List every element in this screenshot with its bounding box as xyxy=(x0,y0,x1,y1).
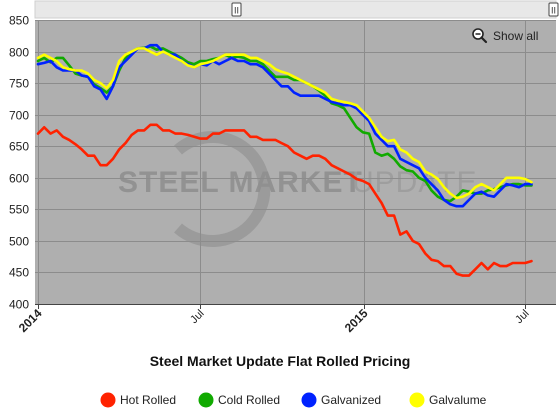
y-tick-label: 750 xyxy=(9,77,29,91)
x-tick-label: Jul xyxy=(188,308,206,326)
y-tick-label: 850 xyxy=(9,14,29,28)
x-tick-label: Jul xyxy=(513,308,531,326)
x-tick-label: 2015 xyxy=(342,306,371,335)
navigator-left-handle-glyph: II xyxy=(234,6,239,16)
navigator-right-handle[interactable] xyxy=(548,2,559,17)
legend-item-galvanized[interactable]: Galvanized xyxy=(301,392,382,408)
navigator-bar[interactable]: II II xyxy=(34,0,559,19)
legend-label-galvanized[interactable]: Galvanized xyxy=(321,393,381,407)
series-line-galvanized xyxy=(36,43,533,208)
series-lines xyxy=(36,43,533,277)
y-tick-label: 550 xyxy=(9,203,29,217)
legend-label-cold-rolled[interactable]: Cold Rolled xyxy=(218,393,280,407)
series-line-cold-rolled xyxy=(36,45,533,203)
legend-marker-cold-rolled[interactable] xyxy=(198,392,214,408)
y-tick-label: 450 xyxy=(9,266,29,280)
y-tick-label: 700 xyxy=(9,109,29,123)
legend-marker-galvanized[interactable] xyxy=(301,392,317,408)
navigator-track[interactable] xyxy=(34,0,557,19)
y-tick-label: 500 xyxy=(9,235,29,249)
chart-title: Steel Market Update Flat Rolled Pricing xyxy=(150,353,411,369)
y-axis-ticks: 400 450 500 550 600 650 700 750 800 850 xyxy=(9,14,29,312)
navigator-left-handle[interactable] xyxy=(231,2,242,17)
plot-area xyxy=(35,20,556,304)
chart-legend: Hot Rolled Cold Rolled Galvanized Galvalume xyxy=(100,392,487,408)
legend-marker-hot-rolled[interactable] xyxy=(100,392,116,408)
legend-item-cold-rolled[interactable]: Cold Rolled xyxy=(198,392,281,408)
navigator-right-handle-glyph: II xyxy=(551,6,556,16)
magnifier-zoom-out-icon[interactable] xyxy=(472,28,488,44)
y-tick-label: 800 xyxy=(9,46,29,60)
legend-label-galvalume[interactable]: Galvalume xyxy=(429,393,487,407)
series-line-galvalume xyxy=(36,47,533,200)
show-all-button[interactable]: Show all xyxy=(466,25,548,47)
y-tick-label: 400 xyxy=(9,298,29,312)
series-line-hot-rolled xyxy=(36,123,533,277)
watermark-text-main: STEEL MARKET xyxy=(118,166,363,199)
show-all-label[interactable]: Show all xyxy=(493,29,538,43)
legend-label-hot-rolled[interactable]: Hot Rolled xyxy=(120,393,176,407)
legend-marker-galvalume[interactable] xyxy=(409,392,425,408)
y-tick-label: 600 xyxy=(9,172,29,186)
legend-item-hot-rolled[interactable]: Hot Rolled xyxy=(100,392,177,408)
y-tick-label: 650 xyxy=(9,140,29,154)
legend-item-galvalume[interactable]: Galvalume xyxy=(409,392,487,408)
x-axis-ticks: 2014 Jul 2015 Jul xyxy=(16,304,556,335)
